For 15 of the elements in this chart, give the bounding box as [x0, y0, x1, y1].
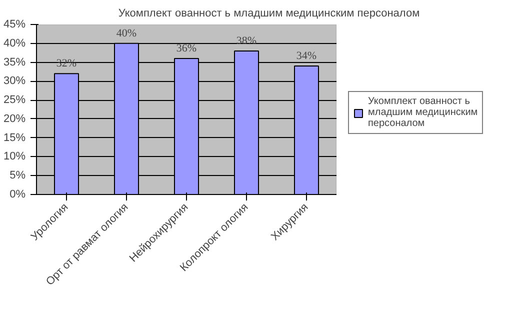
- y-tick-label: 20%: [3, 112, 26, 125]
- y-tick-label: 30%: [3, 75, 26, 88]
- data-label: 40%: [116, 27, 137, 40]
- y-tick-label: 35%: [3, 56, 26, 68]
- y-tick-label: 5%: [10, 170, 26, 182]
- chart-title: Укомплект ованност ь младшим медицинским персоналом: [118, 8, 420, 20]
- y-tick-label: 45%: [3, 18, 26, 30]
- y-tick-label: 0%: [10, 188, 26, 200]
- y-tick-label: 25%: [3, 94, 26, 106]
- legend-label: Укомплект ованност ь младшим медицинским персоналом: [368, 96, 478, 129]
- y-tick-label: 40%: [3, 37, 26, 50]
- y-tick-label: 10%: [3, 150, 26, 163]
- data-label: 34%: [296, 50, 317, 62]
- y-tick-label: 15%: [3, 132, 26, 144]
- data-label: 36%: [176, 42, 197, 54]
